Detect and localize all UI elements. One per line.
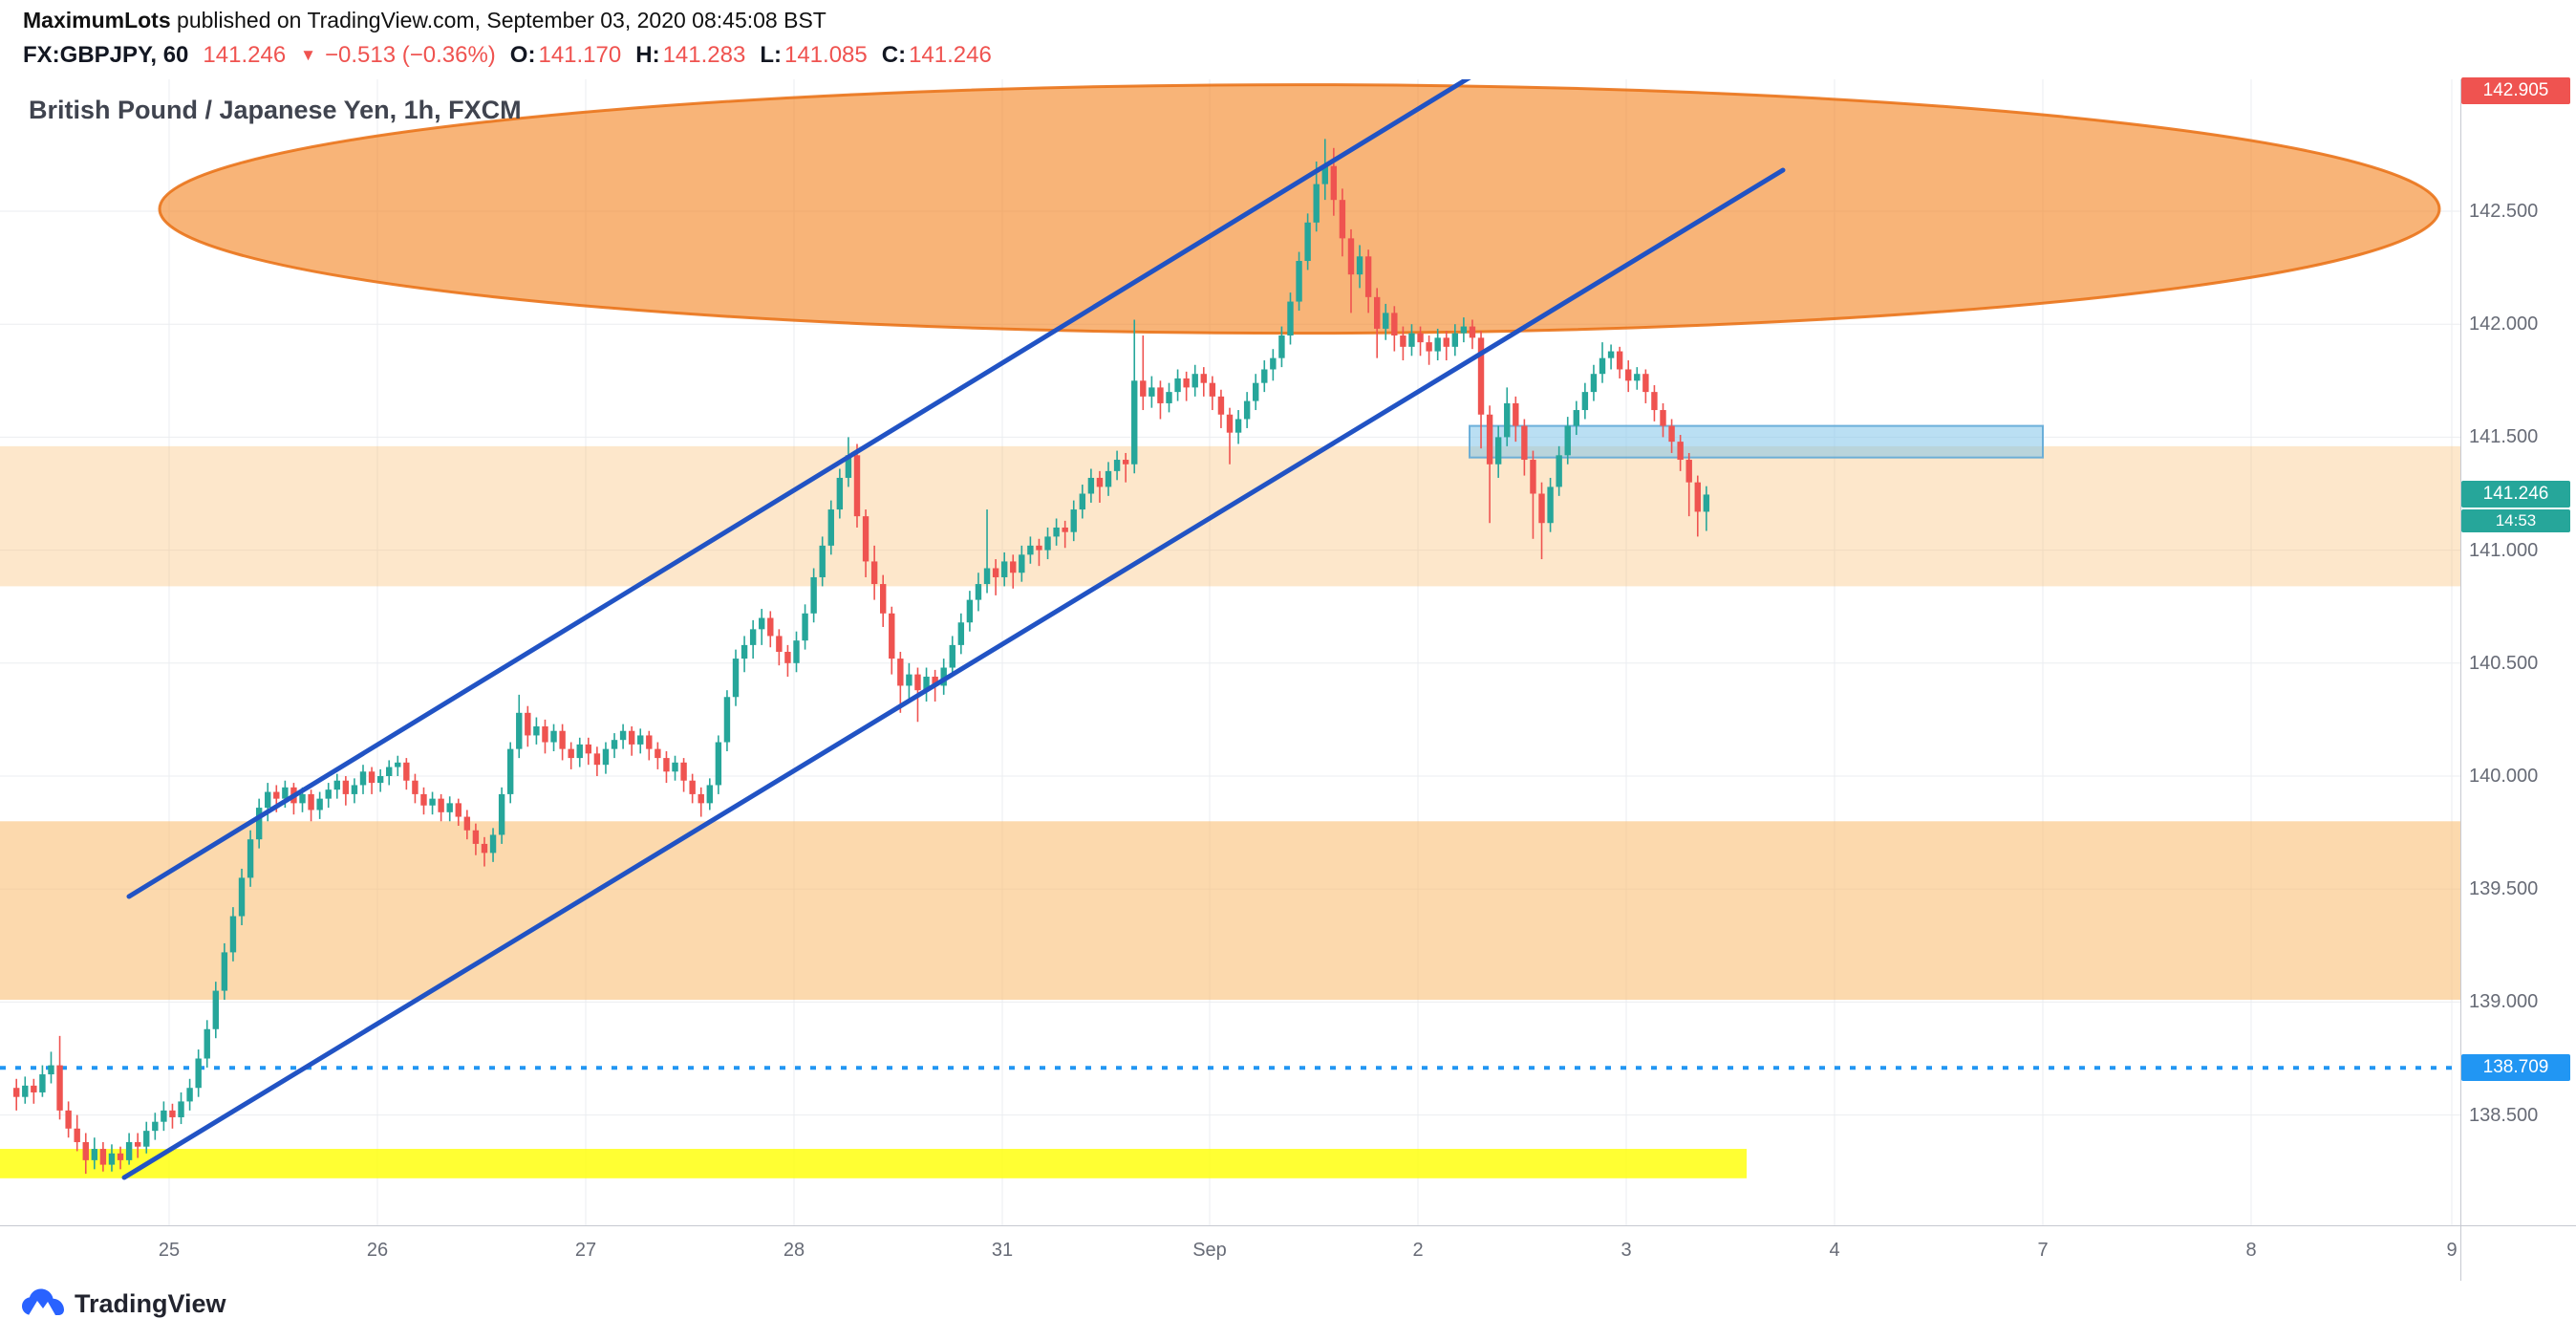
chart-plot-area[interactable] <box>0 79 2460 1225</box>
upper-orange-band[interactable] <box>0 445 2460 587</box>
zone-bands-layer <box>0 445 2460 1178</box>
last-price-badge: 141.246 <box>2461 481 2570 508</box>
ohlc-close: C: 141.246 <box>881 42 992 68</box>
ohlc-open: O: 141.170 <box>509 42 622 68</box>
time-axis-label: Sep <box>1192 1240 1227 1261</box>
ohlc-high: H: 141.283 <box>635 42 746 68</box>
time-axis-label: 9 <box>2446 1240 2458 1261</box>
symbol-title[interactable]: FX:GBPJPY, 60 <box>23 42 189 68</box>
time-axis-label: 28 <box>783 1240 805 1261</box>
price-axis-label: 141.500 <box>2469 426 2539 448</box>
mid-orange-band[interactable] <box>0 821 2460 1001</box>
tradingview-logo-text[interactable]: TradingView <box>75 1288 226 1318</box>
supply-zone-box[interactable] <box>1469 424 2044 459</box>
support-price-badge: 138.709 <box>2461 1054 2570 1082</box>
time-axis-label: 8 <box>2245 1240 2257 1261</box>
price-axis-label: 139.000 <box>2469 991 2539 1013</box>
price-axis-label: 141.000 <box>2469 539 2539 561</box>
author-name[interactable]: MaximumLots <box>23 8 171 32</box>
publish-info: MaximumLots published on TradingView.com… <box>23 8 826 33</box>
price-axis-label: 138.500 <box>2469 1104 2539 1126</box>
time-axis-label: 27 <box>574 1240 597 1261</box>
time-axis-label: 3 <box>1621 1240 1632 1261</box>
price-axis-label: 140.500 <box>2469 652 2539 674</box>
countdown-badge: 14:53 <box>2461 509 2570 533</box>
price-change: −0.513 (−0.36%) <box>325 42 496 68</box>
ohlc-low: L: 141.085 <box>760 42 868 68</box>
price-axis-label: 140.000 <box>2469 766 2539 787</box>
price-axis-label: 142.500 <box>2469 201 2539 222</box>
footer: TradingView <box>21 1288 226 1319</box>
down-arrow-icon: ▼ <box>300 46 316 64</box>
chart-title-watermark: British Pound / Japanese Yen, 1h, FXCM <box>29 96 522 124</box>
publish-text: published on TradingView.com, September … <box>170 8 826 32</box>
time-axis-label: 26 <box>366 1240 389 1261</box>
price-axis-label: 142.000 <box>2469 313 2539 335</box>
time-axis-label: 4 <box>1829 1240 1840 1261</box>
time-axis[interactable]: 25 26 27 28 31 Sep 2 3 4 7 8 9 <box>0 1225 2576 1282</box>
yellow-band[interactable] <box>0 1149 1747 1178</box>
alert-price-badge: 142.905 <box>2461 77 2570 104</box>
resistance-ellipse[interactable] <box>158 83 2441 335</box>
price-axis[interactable]: 142.500 142.000 141.500 141.000 140.500 140.0… <box>2460 77 2576 1281</box>
trend-channel[interactable] <box>121 79 1786 1180</box>
price-axis-label: 139.500 <box>2469 878 2539 900</box>
header-last-price: 141.246 <box>203 42 287 68</box>
time-axis-label: 31 <box>991 1240 1014 1261</box>
time-axis-label: 25 <box>158 1240 181 1261</box>
time-axis-label: 2 <box>1412 1240 1424 1261</box>
candles-layer <box>13 139 1710 1175</box>
tradingview-logo-icon[interactable] <box>21 1288 65 1319</box>
time-axis-label: 7 <box>2037 1240 2049 1261</box>
symbol-ohlc-row: FX:GBPJPY, 60 141.246 ▼ −0.513 (−0.36%) … <box>23 42 992 69</box>
